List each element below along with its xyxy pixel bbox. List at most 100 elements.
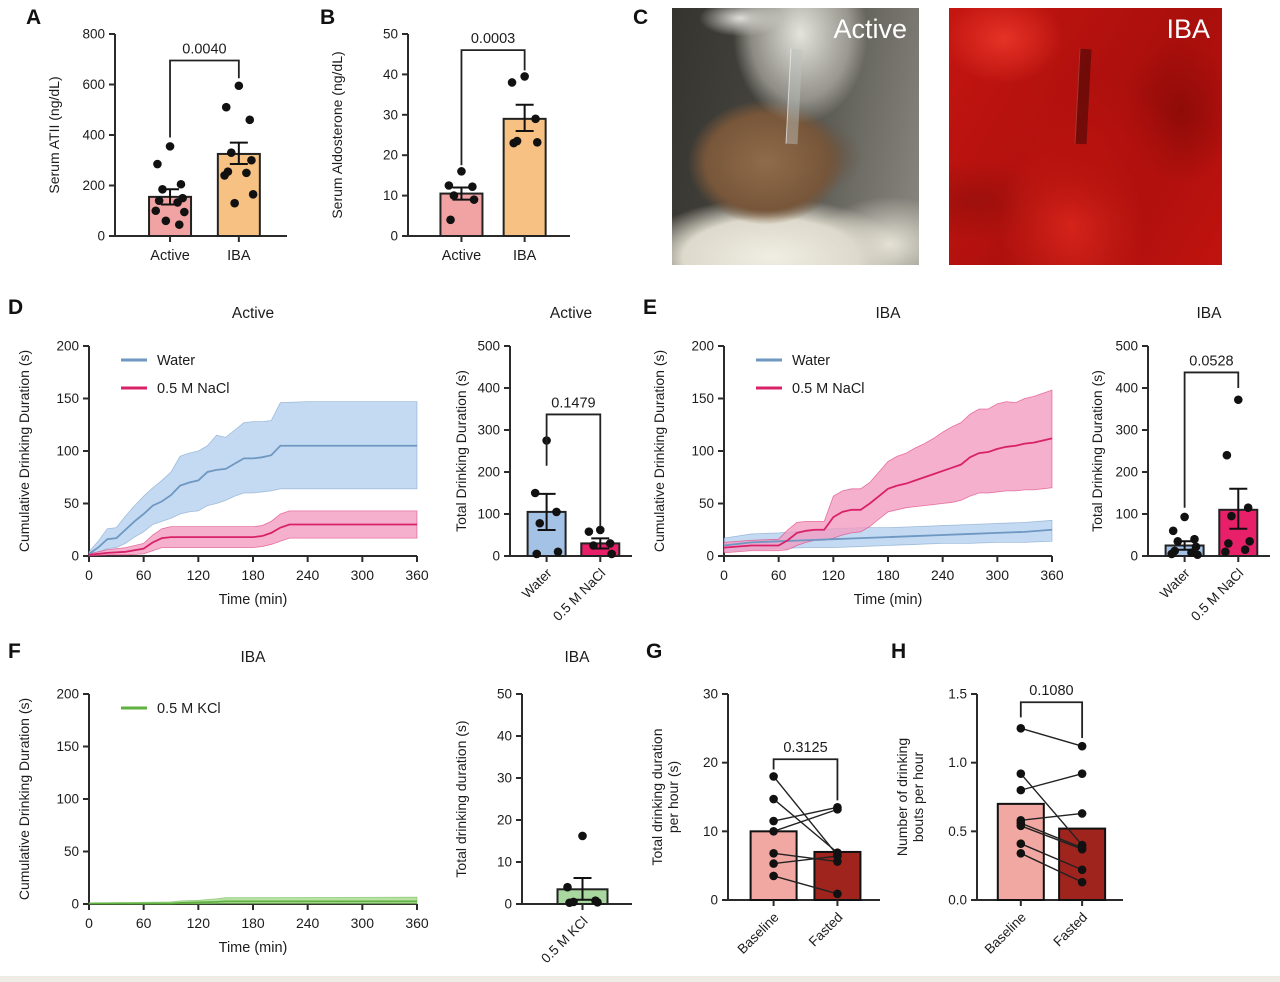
data-point [520,72,529,81]
data-point [535,518,545,528]
significance-bracket [460,49,526,166]
category-label: Baseline [734,910,781,957]
x-tick-label: 360 [405,915,429,931]
x-tick-label: 0 [720,567,728,583]
data-point [230,198,239,208]
x-tick-label: 360 [1040,567,1064,583]
data-point [234,81,244,91]
x-tick-label: 0 [85,915,93,931]
data-point [1016,849,1026,858]
data-point [444,181,454,190]
chart-e_line: 0 50 100 150 200 Cumulative Drinking Duration… [650,298,1085,630]
data-point [1180,512,1189,522]
pair-line [773,855,838,865]
y-tick-label: 0.5 [948,824,967,839]
x-tick-label: 120 [187,567,211,583]
significance-bracket [169,59,240,138]
significance-bracket [772,758,839,801]
data-point [247,155,256,165]
category-label: 0.5 M KCl [538,914,591,967]
data-point [221,102,231,112]
legend-label: 0.5 M NaCl [792,381,865,397]
y-tick-label: 50 [64,496,79,511]
data-point [509,138,519,148]
panel-label-e: E [643,296,658,319]
pair-line [1020,822,1083,849]
y-tick-label: 150 [691,391,714,406]
data-point [565,898,574,908]
data-point [769,859,778,868]
photo-iba-animal: IBA [949,8,1222,265]
data-point [165,142,175,151]
y-tick-label: 30 [703,687,718,702]
data-point [1221,547,1230,557]
data-point [158,184,167,194]
mean-line-Water [88,444,417,555]
data-point [1243,503,1253,512]
data-point [1077,741,1087,751]
chart-title: IBA [876,305,902,322]
x-tick-label: 180 [241,567,265,583]
y-tick-label: 1.0 [948,755,967,770]
sem-band-Water [88,401,418,557]
pair-line [1020,812,1083,822]
data-point [1016,724,1026,733]
y-axis-label: bouts per hour [910,752,926,843]
data-point [605,539,615,548]
y-tick-label: 300 [477,423,500,438]
data-point [1240,545,1250,554]
data-point [532,137,542,147]
y-tick-label: 0 [492,549,500,564]
data-point [1016,821,1026,831]
chart-title: IBA [1197,305,1223,322]
y-axis-label: Number of drinking [894,738,910,856]
photo-caption-active: Active [833,14,907,44]
chart-b: 0 10 20 30 40 50 Serum Aldosterone (ng/dL) 0.00… [328,4,584,292]
data-point [1168,526,1178,536]
y-tick-label: 1.5 [948,687,967,702]
y-axis-label: Total Drinking Duration (s) [1089,370,1105,532]
data-point [1193,550,1202,560]
data-point [552,507,561,517]
x-axis-label: Time (min) [219,940,288,956]
category-label: 0.5 M NaCl [1188,566,1246,624]
significance-bracket [1019,701,1084,738]
y-axis-label: Total drinking duration [649,729,665,866]
data-point [769,871,778,881]
data-point [226,148,236,157]
photo-active-animal: Active [672,8,919,265]
data-point [593,898,602,907]
y-tick-label: 200 [477,465,500,480]
category-label: Baseline [982,910,1029,957]
data-point [174,220,184,229]
data-point [833,851,842,861]
panel-label-c: C [633,6,649,29]
category-label: IBA [513,248,537,264]
data-point [1016,769,1026,778]
data-point [769,816,778,826]
data-point [589,541,598,550]
category-label: Active [442,248,482,264]
y-tick-label: 300 [1115,423,1138,438]
x-tick-label: 120 [187,915,211,931]
y-tick-label: 30 [383,107,398,122]
mean-line-Water [723,528,1053,547]
pair-line [773,852,838,863]
pair-line [773,875,838,895]
data-point [1245,537,1254,546]
data-point [595,525,605,535]
x-tick-label: 240 [296,567,320,583]
data-point [1191,542,1201,552]
y-tick-label: 0 [1130,549,1138,564]
x-tick-label: 60 [136,567,152,583]
data-point [769,794,778,804]
data-point [446,215,455,225]
data-point [1077,769,1087,778]
pair-line [1020,772,1083,791]
data-point [531,114,540,124]
pair-line [1020,825,1083,850]
mean-line-0.5 M KCl [89,900,417,905]
data-point [1233,395,1243,405]
y-tick-label: 0 [390,229,398,244]
category-label: Fasted [1050,910,1090,950]
